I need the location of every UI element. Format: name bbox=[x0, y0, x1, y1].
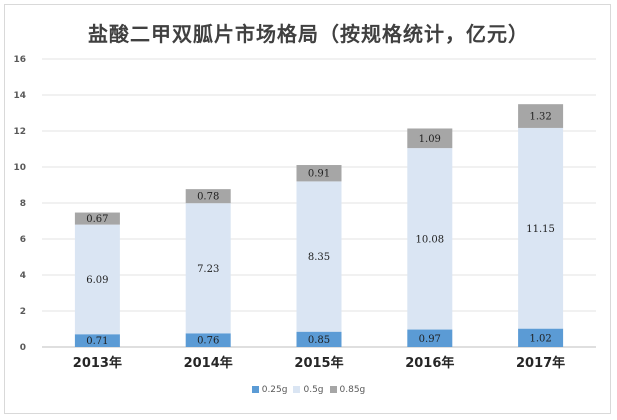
data-label: 1.09 bbox=[419, 134, 441, 145]
bar-segment bbox=[296, 181, 342, 332]
legend-item: 0.25g bbox=[251, 385, 288, 395]
legend-swatch bbox=[293, 386, 301, 393]
legend-item: 0.85g bbox=[329, 385, 366, 395]
bar-segment bbox=[74, 212, 120, 225]
bar-segment bbox=[185, 203, 231, 334]
data-label: 11.15 bbox=[526, 224, 555, 235]
bar-segment bbox=[185, 333, 231, 347]
legend-label: 0.5g bbox=[303, 385, 324, 395]
bar-segment bbox=[518, 104, 564, 128]
legend-label: 0.85g bbox=[339, 385, 366, 395]
bar-segment bbox=[74, 224, 120, 335]
bar-segment bbox=[296, 331, 342, 347]
y-tick-label: 0 bbox=[20, 343, 26, 353]
y-tick-label: 16 bbox=[13, 55, 26, 65]
x-tick-label: 2015年 bbox=[294, 355, 343, 371]
data-label: 7.23 bbox=[197, 264, 219, 275]
data-label: 10.08 bbox=[415, 234, 444, 245]
data-label: 0.97 bbox=[419, 334, 441, 345]
y-tick-label: 4 bbox=[20, 271, 26, 281]
bar-segment bbox=[518, 127, 564, 329]
bar-segment bbox=[407, 128, 453, 149]
y-tick-label: 6 bbox=[20, 235, 26, 245]
data-label: 6.09 bbox=[86, 275, 108, 286]
legend-swatch bbox=[329, 386, 337, 393]
x-tick-label: 2017年 bbox=[516, 355, 565, 371]
data-label: 8.35 bbox=[308, 252, 330, 263]
data-label: 1.02 bbox=[529, 333, 551, 344]
chart-legend: 0.25g 0.5g 0.85g bbox=[0, 385, 617, 395]
data-label: 0.76 bbox=[197, 336, 219, 347]
data-label: 0.85 bbox=[308, 335, 330, 346]
data-label: 0.67 bbox=[86, 214, 108, 225]
x-tick-label: 2013年 bbox=[73, 355, 122, 371]
y-tick-label: 8 bbox=[20, 199, 26, 209]
x-tick-label: 2014年 bbox=[184, 355, 233, 371]
data-label: 0.71 bbox=[86, 336, 108, 347]
bar-segment bbox=[407, 148, 453, 330]
x-tick-label: 2016年 bbox=[405, 355, 454, 371]
chart-title: 盐酸二甲双胍片市场格局（按规格统计，亿元） bbox=[88, 22, 529, 46]
y-tick-label: 12 bbox=[13, 127, 26, 137]
y-tick-label: 2 bbox=[20, 307, 26, 317]
bar-segment bbox=[518, 328, 564, 347]
bar-segment bbox=[407, 329, 453, 347]
legend-label: 0.25g bbox=[261, 385, 288, 395]
y-tick-label: 14 bbox=[13, 91, 26, 101]
bar-segment bbox=[296, 165, 342, 182]
y-tick-label: 10 bbox=[13, 163, 26, 173]
legend-swatch bbox=[251, 386, 259, 393]
data-label: 0.91 bbox=[308, 169, 330, 180]
data-label: 1.32 bbox=[529, 112, 551, 123]
bar-segment bbox=[74, 334, 120, 347]
data-label: 0.78 bbox=[197, 192, 219, 203]
bar-segment bbox=[185, 189, 231, 204]
legend-item: 0.5g bbox=[293, 385, 324, 395]
